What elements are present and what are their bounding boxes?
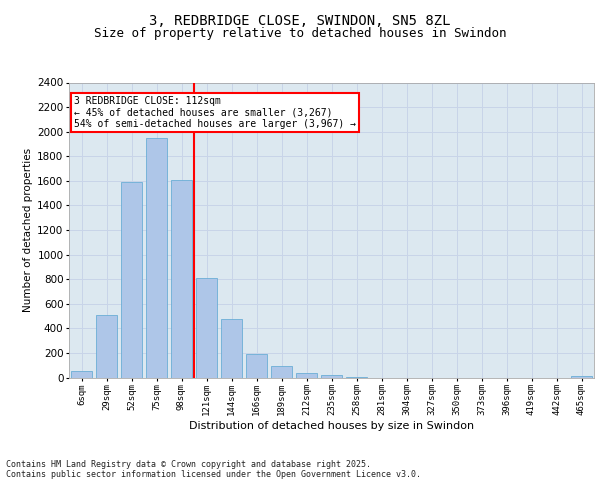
Bar <box>71 372 92 378</box>
Bar <box>571 376 592 378</box>
Bar <box>321 376 342 378</box>
X-axis label: Distribution of detached houses by size in Swindon: Distribution of detached houses by size … <box>189 421 474 431</box>
Bar <box>196 278 217 378</box>
Text: Size of property relative to detached houses in Swindon: Size of property relative to detached ho… <box>94 28 506 40</box>
Bar <box>246 354 267 378</box>
Bar <box>296 373 317 378</box>
Bar <box>221 318 242 378</box>
Bar <box>171 180 192 378</box>
Text: 3 REDBRIDGE CLOSE: 112sqm
← 45% of detached houses are smaller (3,267)
54% of se: 3 REDBRIDGE CLOSE: 112sqm ← 45% of detac… <box>74 96 356 129</box>
Text: Contains public sector information licensed under the Open Government Licence v3: Contains public sector information licen… <box>6 470 421 479</box>
Text: 3, REDBRIDGE CLOSE, SWINDON, SN5 8ZL: 3, REDBRIDGE CLOSE, SWINDON, SN5 8ZL <box>149 14 451 28</box>
Bar <box>121 182 142 378</box>
Bar <box>146 138 167 378</box>
Bar <box>271 366 292 378</box>
Y-axis label: Number of detached properties: Number of detached properties <box>23 148 33 312</box>
Text: Contains HM Land Registry data © Crown copyright and database right 2025.: Contains HM Land Registry data © Crown c… <box>6 460 371 469</box>
Bar <box>96 315 117 378</box>
Bar <box>346 376 367 378</box>
